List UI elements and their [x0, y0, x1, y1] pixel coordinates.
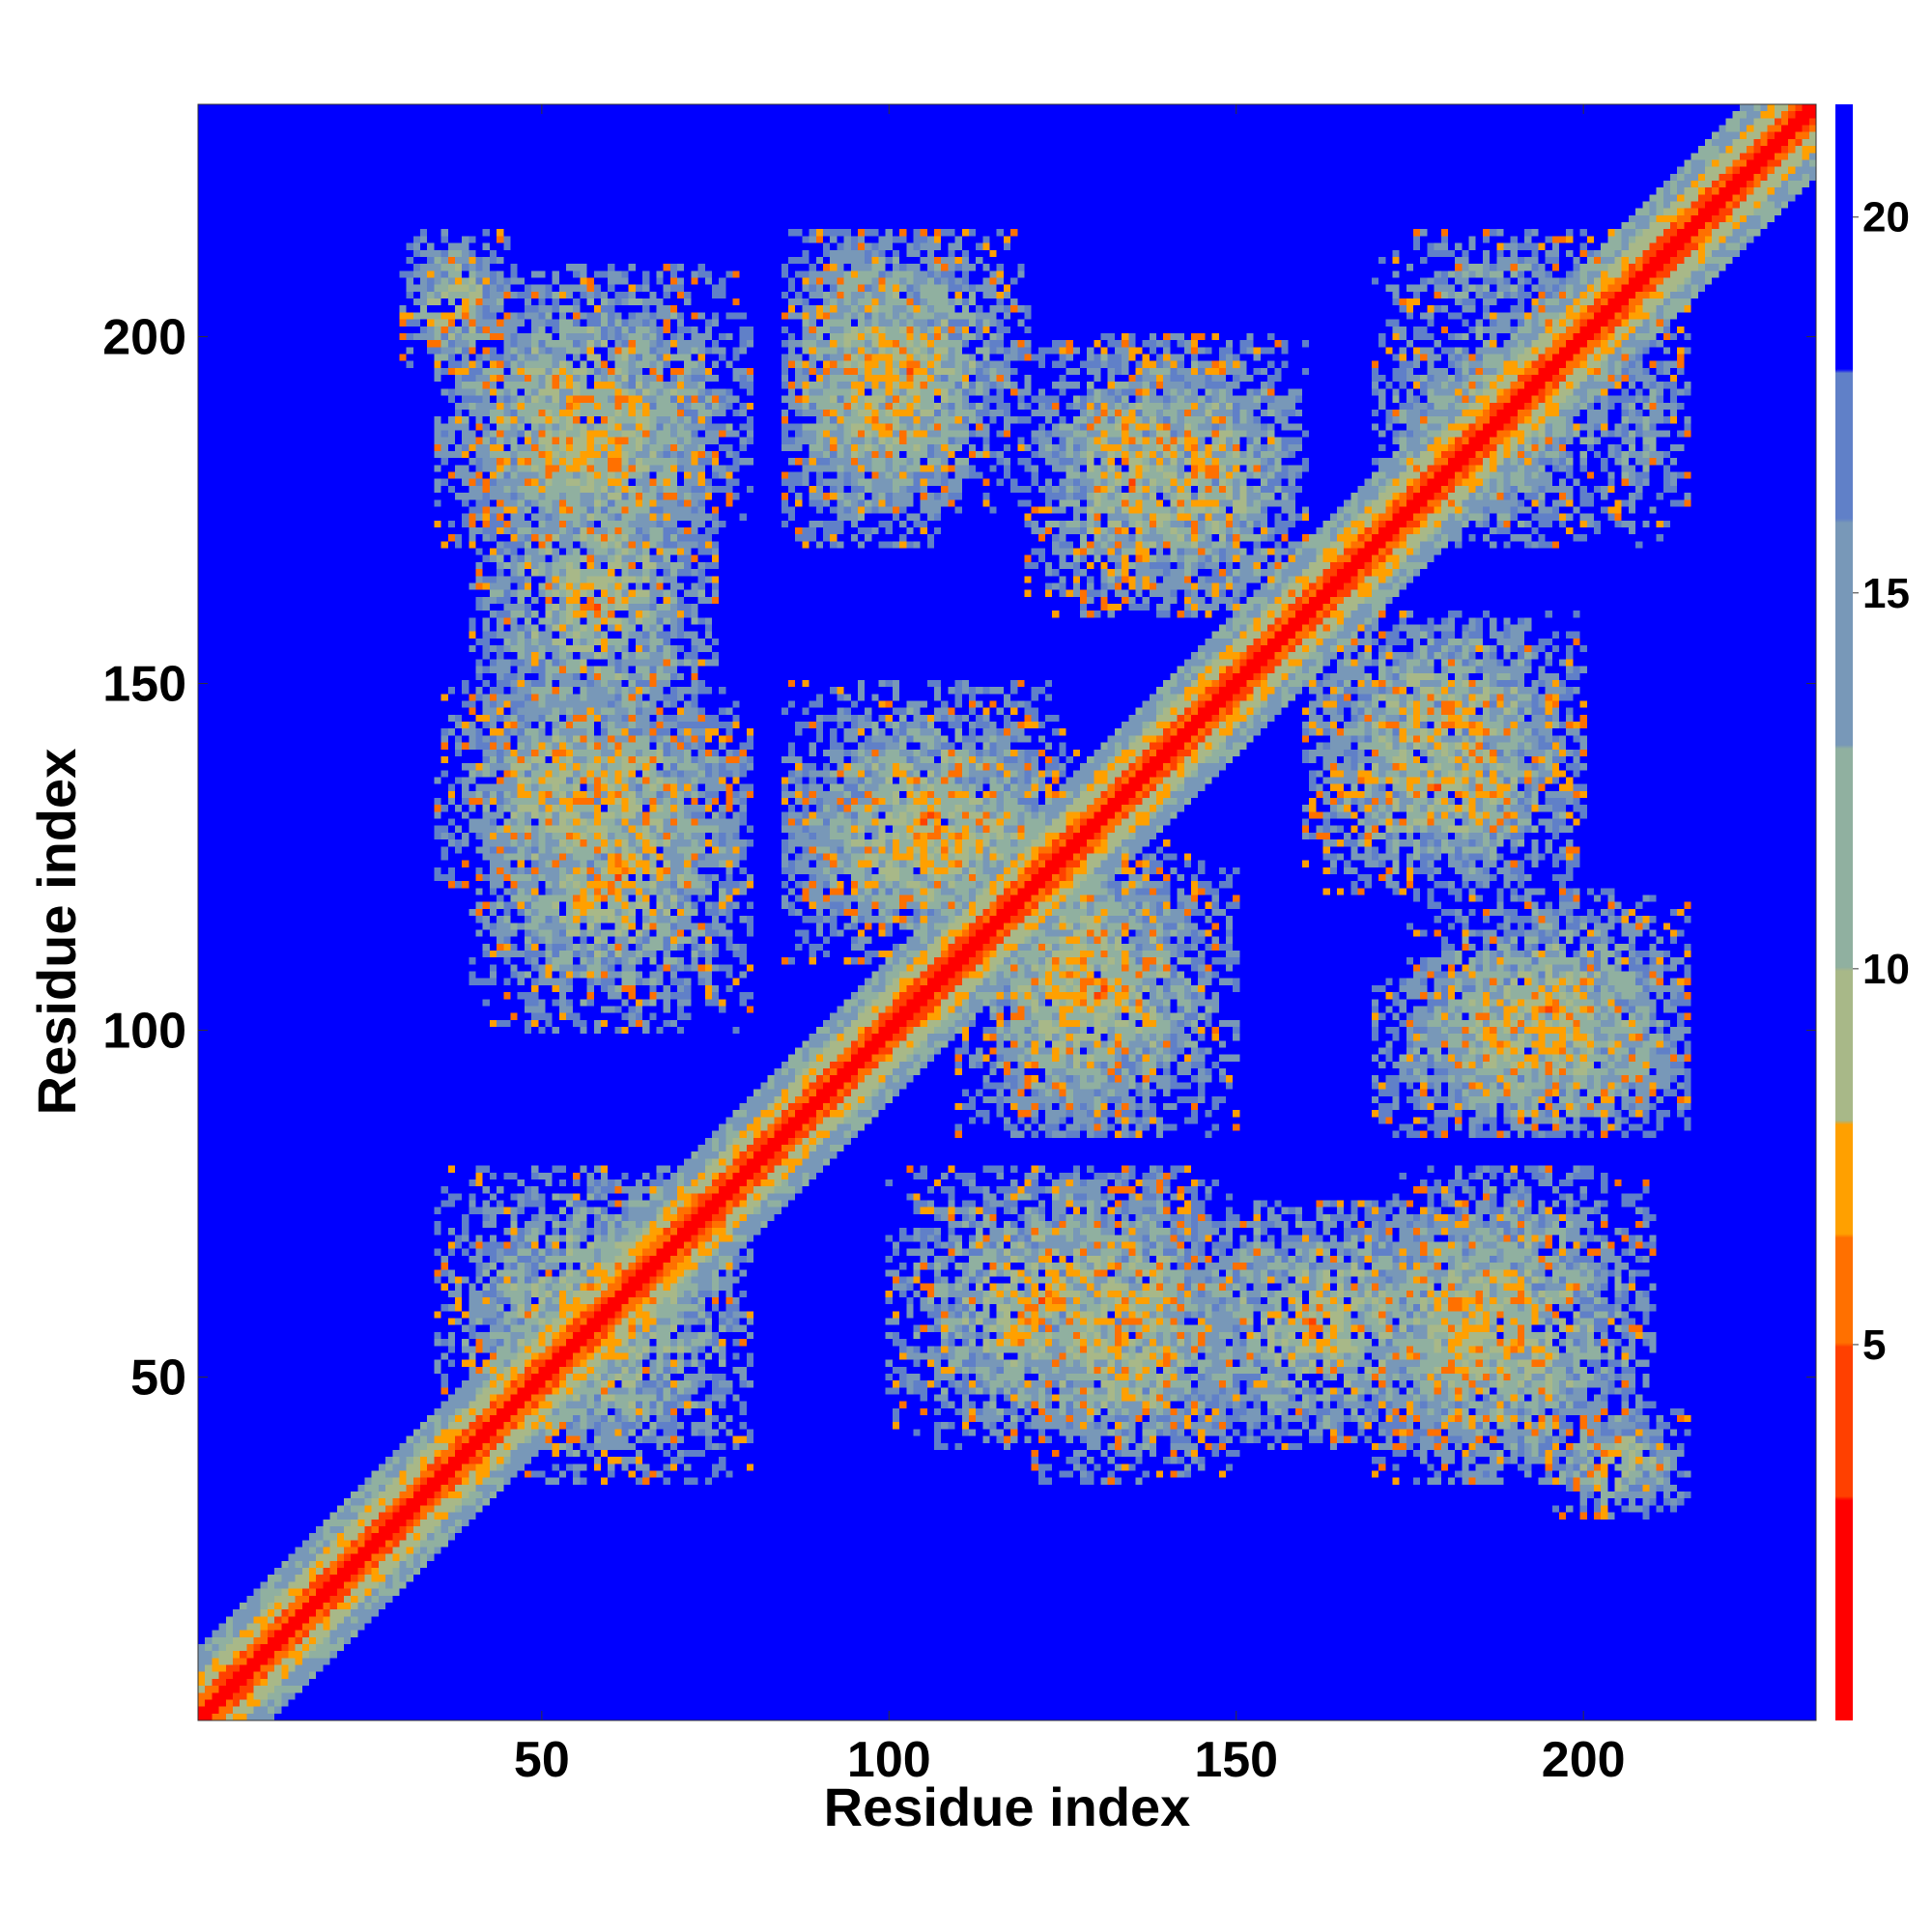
- colorbar-tick-label: 15: [1862, 570, 1910, 617]
- y-axis-title: Residue index: [26, 749, 87, 1116]
- plot-frame: [197, 103, 1817, 1721]
- colorbar-tick-label: 5: [1862, 1321, 1886, 1369]
- x-axis-title: Residue index: [824, 1776, 1191, 1837]
- x-tick-label: 150: [1194, 1732, 1278, 1788]
- heatmap-plot-area: [198, 104, 1816, 1720]
- colorbar-tick-label: 10: [1862, 946, 1910, 993]
- x-tick-label: 200: [1542, 1732, 1626, 1788]
- colorbar: [1835, 104, 1853, 1720]
- x-tick-label: 50: [514, 1732, 570, 1788]
- colorbar-tick-label: 20: [1862, 194, 1910, 242]
- x-tick-label: 100: [847, 1732, 931, 1788]
- y-tick-label: 200: [102, 310, 186, 366]
- y-tick-label: 50: [130, 1350, 186, 1406]
- y-tick-label: 150: [102, 657, 186, 713]
- y-tick-label: 100: [102, 1004, 186, 1060]
